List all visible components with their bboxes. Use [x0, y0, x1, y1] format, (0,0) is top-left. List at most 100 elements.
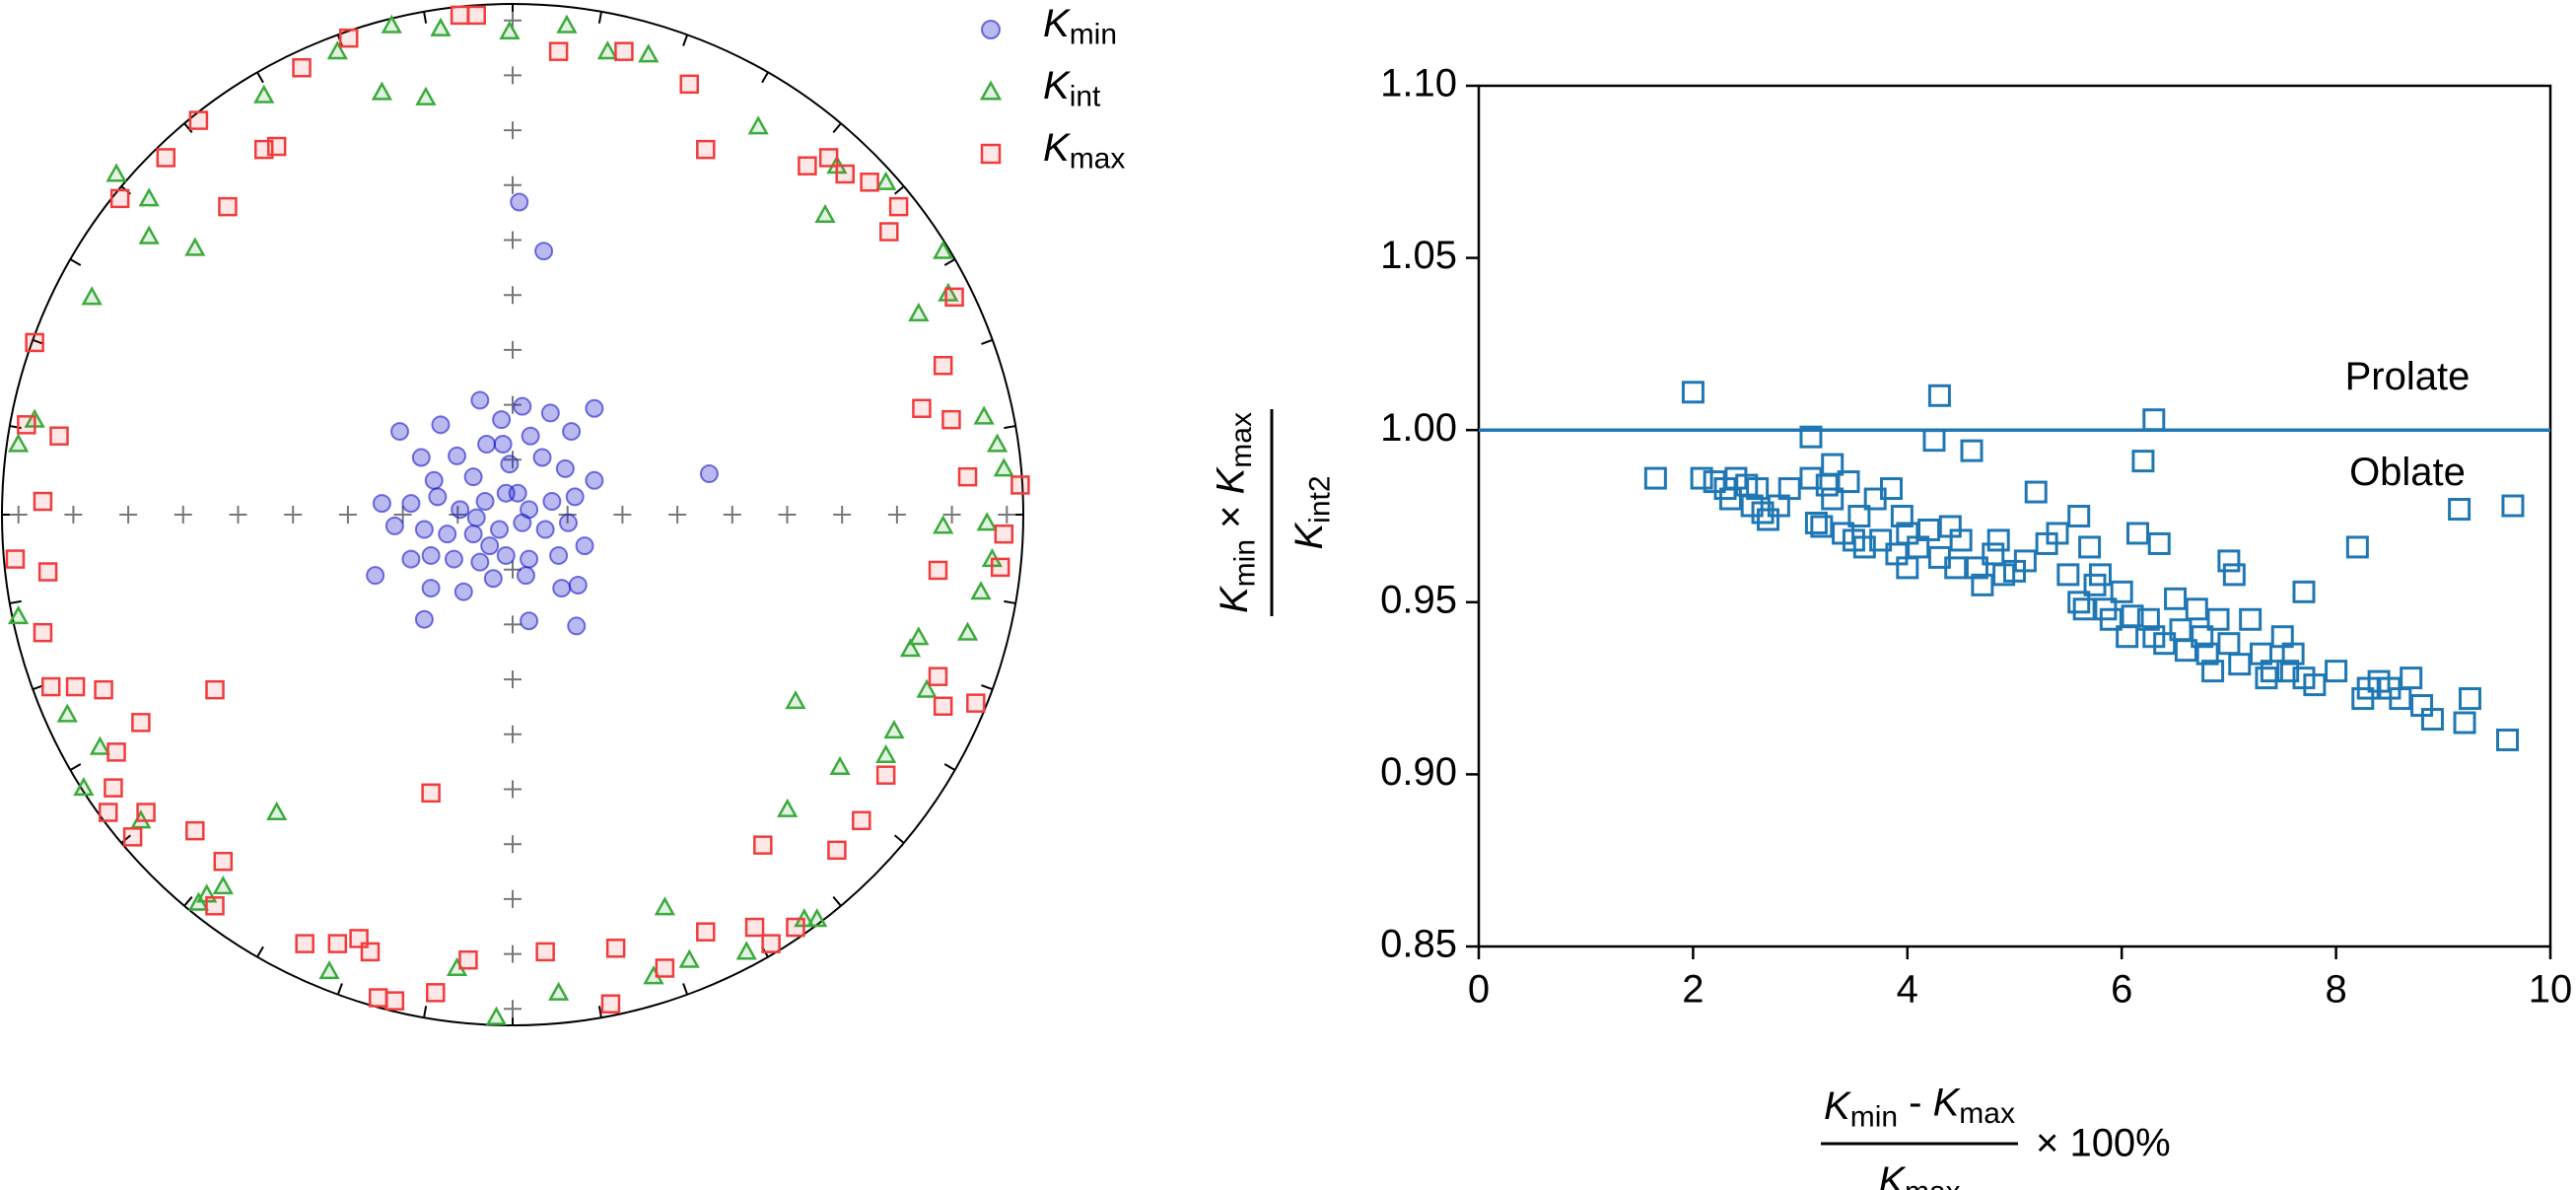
net-point	[777, 798, 799, 817]
net-cross	[64, 506, 83, 524]
net-point	[424, 470, 444, 490]
net-cross	[229, 506, 247, 524]
net-cross	[778, 506, 797, 524]
net-point	[104, 778, 123, 798]
data-point	[2201, 660, 2225, 683]
net-point	[73, 777, 95, 797]
net-point	[596, 40, 618, 60]
data-point	[2136, 607, 2160, 631]
net-tick	[183, 122, 193, 134]
net-point	[33, 622, 53, 643]
net-tick	[120, 834, 132, 844]
net-point	[735, 941, 757, 960]
legend-label: Kmax​	[1043, 126, 1125, 175]
net-cross	[504, 175, 522, 194]
net-point	[493, 435, 513, 455]
net-point	[131, 713, 151, 733]
legend-marker	[981, 20, 1001, 39]
net-point	[109, 188, 130, 209]
label-denominator: Kint2​	[1288, 475, 1337, 549]
net-point	[205, 679, 225, 700]
net-tick	[423, 11, 428, 24]
data-point	[2400, 666, 2423, 690]
net-point	[565, 487, 585, 507]
data-point	[1804, 511, 1828, 534]
net-tick	[256, 945, 264, 958]
data-point	[2255, 666, 2278, 690]
net-point	[463, 467, 483, 487]
data-point	[2281, 642, 2305, 665]
net-point	[98, 803, 118, 822]
net-point	[957, 466, 978, 487]
data-point	[1821, 453, 1845, 476]
data-point	[2191, 625, 2214, 649]
net-point	[534, 242, 554, 261]
legend-label: Kint​	[1043, 64, 1101, 113]
data-point	[2131, 450, 2155, 473]
net-tick	[893, 185, 905, 195]
net-cross	[504, 286, 522, 305]
net-point	[470, 390, 490, 410]
net-cross	[504, 725, 522, 743]
net-point	[542, 492, 562, 512]
net-tick	[832, 895, 842, 907]
net-cross	[998, 506, 1016, 524]
net-point	[540, 403, 560, 423]
net-cross	[613, 506, 632, 524]
net-point	[381, 14, 402, 34]
net-point	[366, 566, 385, 586]
net-point	[65, 676, 86, 697]
net-cross	[284, 506, 303, 524]
net-point	[318, 960, 340, 980]
net-point	[879, 222, 899, 242]
net-tick	[943, 763, 956, 771]
net-point	[568, 575, 588, 595]
net-cross	[174, 506, 192, 524]
data-point	[1917, 518, 1941, 541]
x-tick-label: 4	[1897, 968, 1918, 1012]
data-point	[1847, 505, 1871, 527]
net-point	[852, 810, 871, 831]
net-point	[696, 139, 716, 160]
net-point	[326, 40, 348, 60]
net-point	[37, 562, 58, 582]
x-tick-label: 8	[2325, 968, 2346, 1012]
net-point	[448, 446, 467, 465]
net-tick	[597, 11, 602, 24]
net-point	[990, 557, 1010, 578]
net-point	[492, 410, 512, 430]
data-point	[2153, 632, 2177, 656]
net-point	[761, 934, 781, 953]
data-point	[2453, 711, 2476, 735]
net-point	[213, 851, 234, 872]
net-cross	[504, 451, 522, 469]
net-point	[421, 579, 441, 598]
data-point	[2303, 673, 2327, 697]
net-point	[384, 516, 404, 535]
data-point	[1821, 487, 1845, 511]
data-point	[2067, 591, 2091, 614]
data-point	[2217, 549, 2241, 573]
y-tick-label: 0.85	[1380, 923, 1457, 966]
net-point	[33, 491, 53, 512]
net-tick	[761, 71, 769, 84]
data-point	[1944, 556, 1968, 580]
net-point	[679, 74, 699, 95]
data-point	[2420, 708, 2444, 732]
net-point	[941, 409, 961, 430]
data-point	[1746, 477, 1770, 501]
net-point	[295, 934, 314, 953]
data-point	[1751, 501, 1775, 525]
net-point	[7, 433, 30, 453]
net-point	[421, 783, 441, 804]
net-point	[292, 58, 312, 78]
net-point	[614, 41, 634, 61]
net-point	[475, 492, 495, 512]
net-point	[450, 5, 470, 26]
net-point	[986, 433, 1009, 453]
net-tick	[9, 425, 22, 430]
net-point	[5, 549, 26, 569]
net-tick	[69, 258, 82, 266]
data-point	[2345, 535, 2369, 559]
data-point	[2292, 580, 2316, 603]
